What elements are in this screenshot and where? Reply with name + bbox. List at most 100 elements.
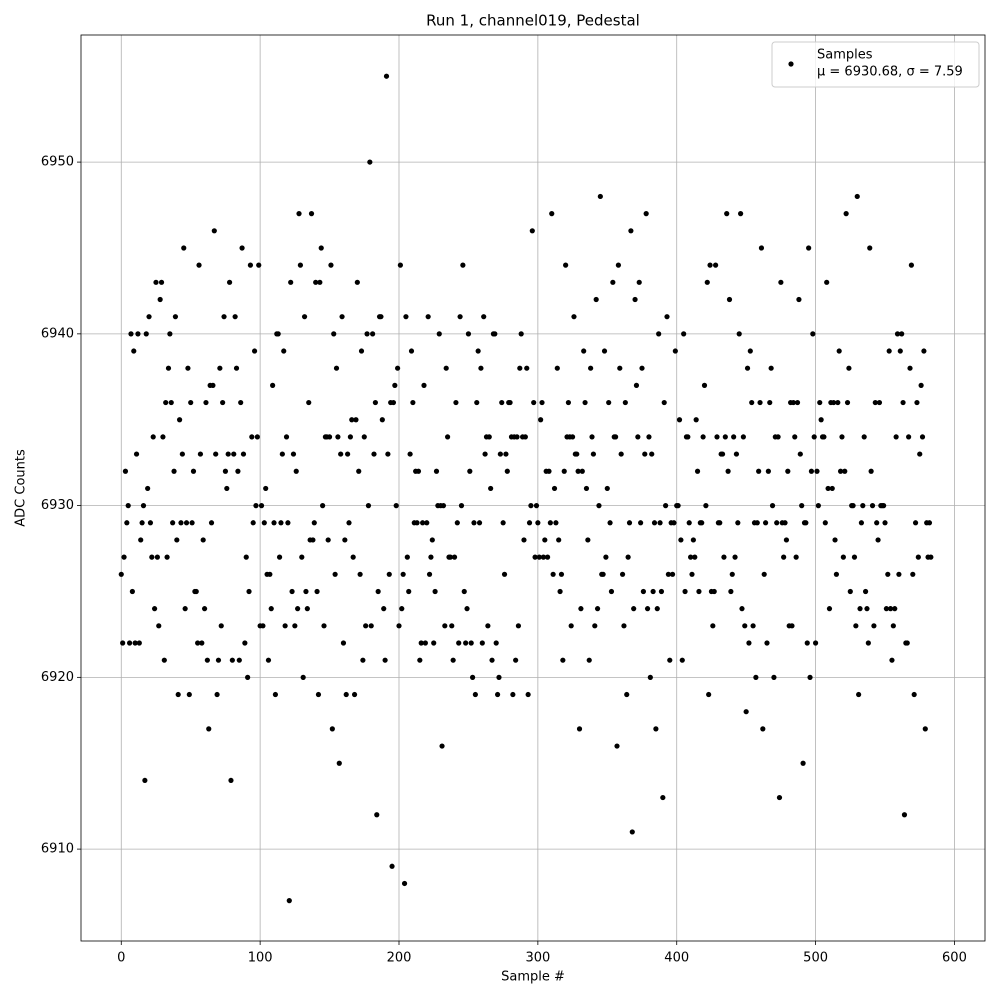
plot-frame — [80, 34, 986, 942]
data-point — [440, 503, 447, 509]
data-point — [195, 640, 201, 646]
data-point — [272, 691, 279, 698]
data-point — [232, 314, 238, 320]
data-point — [228, 777, 234, 784]
data-point — [524, 365, 530, 371]
data-point — [544, 554, 551, 560]
data-point — [370, 331, 376, 337]
data-point — [915, 554, 921, 560]
data-point — [193, 588, 199, 595]
data-point — [753, 674, 759, 680]
data-point — [675, 503, 681, 509]
data-point — [464, 606, 470, 612]
data-point — [671, 520, 677, 526]
data-point — [535, 520, 541, 526]
data-point — [147, 520, 154, 526]
data-point — [345, 451, 351, 457]
data-point — [379, 417, 385, 423]
data-point — [172, 314, 179, 320]
data-point — [928, 554, 934, 560]
data-point — [170, 520, 176, 526]
data-point — [510, 691, 516, 698]
data-point — [265, 657, 272, 663]
data-point — [206, 726, 212, 732]
data-point — [386, 571, 392, 577]
data-point — [749, 399, 755, 406]
data-point — [140, 503, 147, 509]
data-point — [299, 554, 305, 560]
data-point — [278, 520, 284, 526]
data-point — [822, 520, 828, 526]
data-point — [514, 434, 520, 440]
data-point — [242, 640, 248, 646]
data-point — [268, 606, 274, 612]
data-point — [868, 468, 874, 474]
data-point — [904, 640, 910, 646]
grid — [81, 35, 985, 941]
data-point — [656, 331, 662, 337]
x-tick-label: 0 — [117, 951, 125, 966]
data-point — [740, 434, 746, 440]
data-point — [529, 228, 535, 234]
data-point — [178, 520, 184, 526]
data-point — [760, 726, 766, 732]
data-point — [639, 365, 645, 371]
data-point — [517, 365, 523, 371]
data-point — [660, 794, 666, 801]
legend-box — [771, 41, 980, 88]
data-point — [493, 640, 499, 646]
data-point — [499, 399, 505, 406]
data-point — [858, 520, 865, 526]
data-point — [640, 588, 646, 595]
data-point — [617, 365, 623, 371]
data-point — [497, 451, 503, 457]
x-axis-label: Sample # — [501, 970, 565, 985]
data-point — [824, 279, 830, 285]
data-point — [168, 399, 174, 406]
data-point — [283, 434, 290, 440]
data-point — [846, 365, 852, 371]
data-point — [631, 606, 637, 612]
data-point — [585, 537, 591, 543]
data-point — [603, 554, 609, 560]
data-point — [554, 365, 560, 371]
data-point — [158, 279, 165, 285]
data-point — [864, 606, 870, 612]
data-point — [218, 623, 224, 629]
data-point — [658, 588, 665, 595]
data-point — [181, 245, 187, 251]
x-tick-label: 100 — [248, 951, 273, 966]
data-point — [589, 434, 595, 440]
data-point — [635, 434, 641, 440]
data-point — [607, 520, 613, 526]
data-point — [199, 640, 205, 646]
data-point — [549, 211, 555, 217]
data-point — [628, 228, 634, 234]
data-point — [321, 623, 327, 629]
data-point — [831, 399, 837, 406]
data-point — [292, 623, 298, 629]
data-point — [894, 331, 901, 337]
data-point — [815, 503, 821, 509]
data-point — [597, 193, 603, 200]
data-point — [574, 451, 580, 457]
data-point — [561, 468, 567, 474]
data-point — [837, 468, 844, 474]
data-point — [521, 537, 527, 543]
data-point — [349, 417, 355, 423]
data-point — [840, 554, 846, 560]
data-point — [456, 640, 462, 646]
data-point — [125, 503, 131, 509]
data-point — [525, 691, 531, 698]
data-point — [317, 279, 323, 285]
data-point — [233, 365, 240, 371]
data-point — [836, 348, 842, 354]
data-point — [372, 399, 378, 406]
data-point — [790, 399, 796, 406]
data-point — [151, 606, 158, 612]
data-point — [310, 537, 316, 543]
data-point — [122, 468, 129, 474]
data-point — [706, 691, 712, 698]
data-point — [258, 503, 265, 509]
